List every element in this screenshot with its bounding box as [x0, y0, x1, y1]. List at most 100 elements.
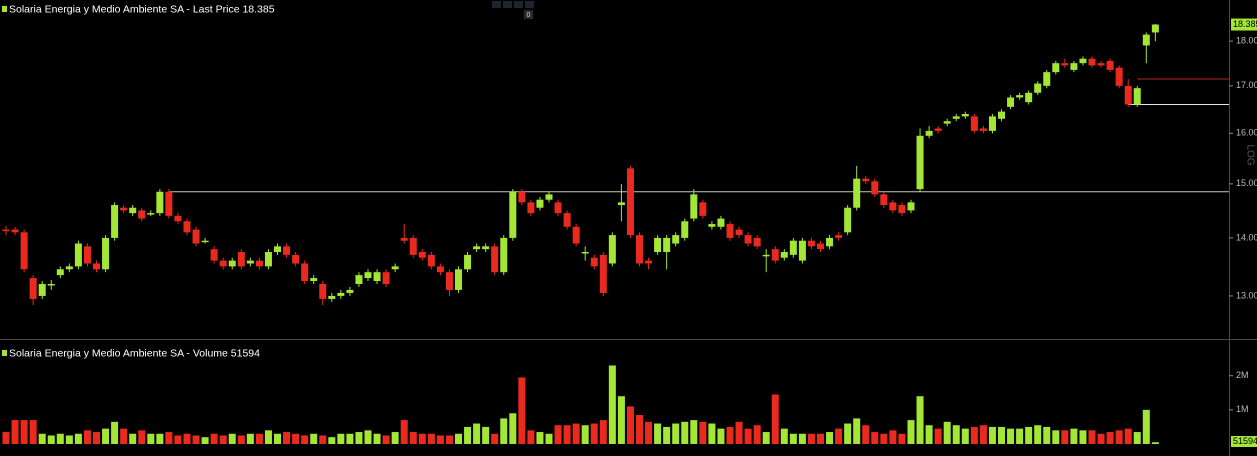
volume-bar: [536, 432, 544, 444]
candle-body: [29, 278, 37, 299]
candle-body: [807, 240, 815, 247]
candle-body: [789, 240, 797, 255]
candle-body: [418, 252, 426, 258]
volume-bar: [943, 421, 951, 444]
candle-body: [83, 246, 91, 264]
candle-body: [219, 260, 227, 267]
volume-bar: [1025, 426, 1033, 444]
volume-bar: [337, 433, 345, 444]
candle-body: [726, 224, 734, 238]
volume-bar: [1034, 425, 1042, 444]
candle-body: [174, 215, 182, 222]
volume-bar: [889, 430, 897, 444]
candle-body: [473, 246, 481, 250]
volume-bar: [138, 430, 146, 444]
candle-body: [1007, 97, 1015, 107]
y-tick-label: 13.00: [1236, 290, 1257, 300]
candle-body: [762, 254, 770, 257]
volume-bar: [599, 420, 607, 444]
volume-bar: [988, 426, 996, 444]
candle-body: [2, 229, 10, 232]
candle-body: [93, 263, 100, 270]
volume-bar: [210, 433, 218, 444]
candle-body: [998, 111, 1005, 119]
candle-body: [1106, 60, 1114, 70]
volume-bar: [47, 435, 55, 444]
candle-body: [1088, 58, 1096, 66]
candle-body: [871, 181, 879, 195]
candle-body: [1034, 83, 1042, 93]
candle-body: [925, 130, 933, 136]
volume-bar: [111, 421, 119, 444]
candle-body: [47, 283, 55, 286]
volume-bar: [952, 425, 960, 444]
volume-bar: [771, 394, 779, 444]
volume-bar: [672, 423, 680, 444]
volume-bar: [862, 425, 870, 444]
candle-body: [445, 272, 453, 290]
volume-bar: [1043, 426, 1051, 444]
volume-bar: [29, 420, 37, 444]
volume-bar: [74, 433, 82, 444]
volume-bar: [156, 433, 164, 444]
toolbar-button[interactable]: [525, 1, 534, 8]
volume-bar: [762, 432, 770, 444]
volume-bar: [617, 396, 625, 444]
toolbar-button[interactable]: [514, 1, 523, 8]
last-volume-label: 51594: [1233, 436, 1257, 446]
volume-bar: [83, 430, 91, 444]
candle-body: [355, 275, 363, 284]
y-tick-label: 18.00: [1236, 35, 1257, 45]
candle-body: [663, 237, 671, 253]
toolbar-button[interactable]: [492, 1, 501, 8]
candle-body: [337, 292, 345, 296]
candle-body: [862, 178, 870, 182]
candle-body: [147, 213, 155, 215]
candle-body: [554, 202, 562, 214]
title-box: [0, 345, 237, 363]
candle-body: [798, 240, 806, 261]
volume-bar: [482, 426, 490, 444]
last-price-tag: [1231, 18, 1257, 31]
candle-body: [780, 252, 788, 258]
volume-bar: [120, 428, 128, 444]
volume-bar: [391, 432, 399, 444]
volume-bar: [319, 435, 327, 444]
volume-bar: [1007, 428, 1015, 444]
volume-bar: [427, 433, 435, 444]
volume-bar: [400, 420, 408, 444]
volume-bar: [1016, 428, 1024, 444]
volume-bar: [364, 430, 372, 444]
volume-bar: [645, 421, 653, 444]
volume-bar: [563, 425, 571, 444]
y-tick-label: 1M: [1236, 404, 1249, 414]
candle-body: [717, 218, 725, 227]
candle-body: [1142, 34, 1150, 46]
last-volume-tag: [1231, 436, 1257, 447]
candle-body: [645, 260, 653, 264]
candle-body: [744, 235, 752, 244]
candle-body: [853, 178, 861, 208]
volume-bar: [301, 435, 309, 444]
candle-body: [527, 202, 535, 214]
volume-bar: [192, 435, 200, 444]
volume-bar: [246, 433, 254, 444]
volume-bar: [1133, 432, 1141, 444]
volume-bar: [228, 433, 236, 444]
candle-body: [699, 202, 707, 216]
candle-body: [301, 263, 309, 282]
volume-bar: [310, 433, 318, 444]
toolbar-button[interactable]: [503, 1, 512, 8]
volume-bar: [970, 426, 978, 444]
candle-body: [38, 283, 46, 296]
volume-bar: [554, 425, 562, 444]
candle-body: [690, 194, 698, 219]
volume-pane-title: Solaria Energia y Medio Ambiente SA - Vo…: [9, 347, 260, 359]
volume-bar: [20, 420, 28, 444]
candle-body: [1025, 92, 1033, 103]
volume-bar: [409, 432, 417, 444]
y-tick-label: 15.00: [1236, 178, 1257, 188]
volume-bar: [581, 425, 589, 444]
volume-bar: [1115, 430, 1123, 444]
